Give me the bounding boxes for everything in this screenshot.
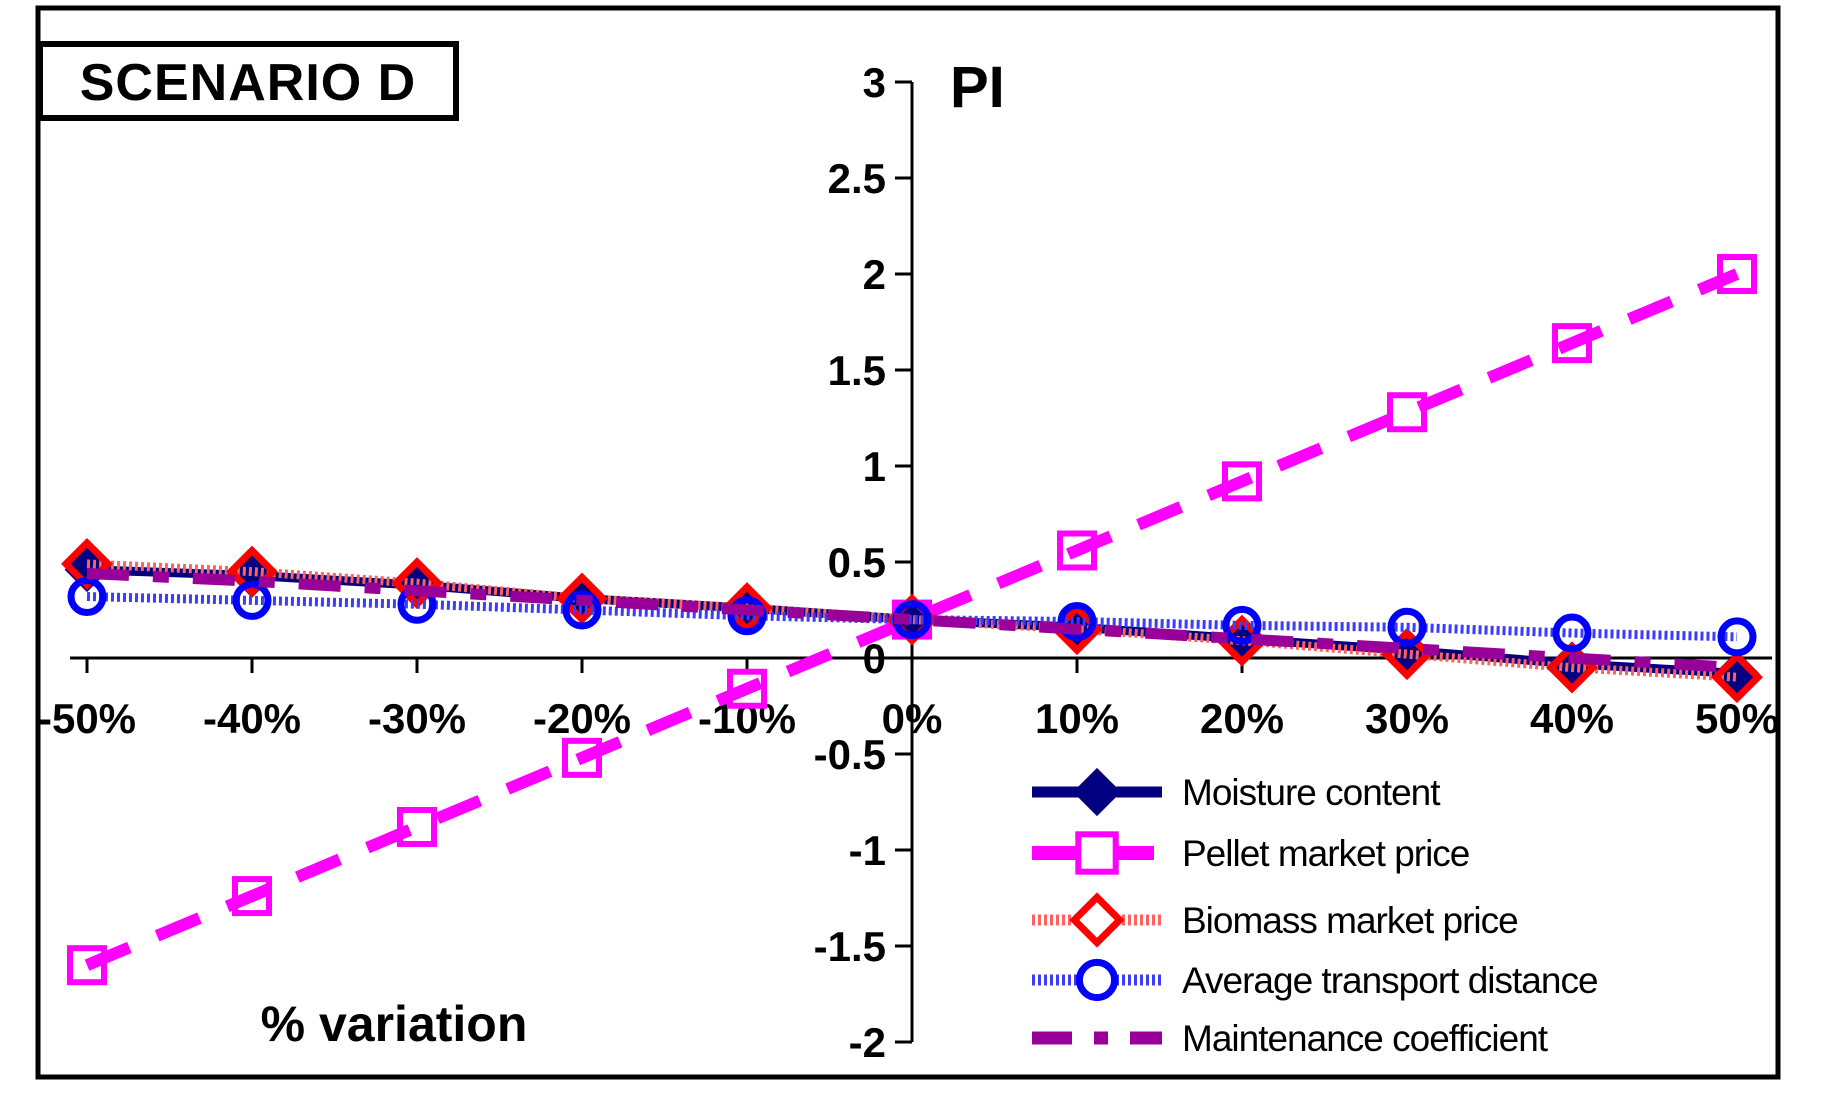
y-axis-title: PI [950, 55, 1005, 120]
marker-open-square [397, 806, 437, 847]
legend-item-label: Moisture content [1182, 772, 1441, 813]
marker-open-square [1552, 323, 1592, 364]
marker-open-square [1387, 392, 1427, 433]
marker-open-circle [232, 580, 272, 620]
legend-item-average-transport-distance: Average transport distance [1032, 958, 1599, 1002]
x-tick-label: -10% [698, 695, 796, 742]
x-tick-label: 30% [1365, 695, 1449, 742]
marker-open-diamond [226, 545, 278, 598]
y-tick-label: -1 [849, 827, 886, 874]
x-tick-label: -20% [533, 695, 631, 742]
series-layer [61, 254, 1763, 986]
legend-marker-backing [1077, 900, 1117, 940]
x-tick-label: 10% [1035, 695, 1119, 742]
marker-open-square [67, 945, 107, 986]
legend-item-label: Biomass market price [1182, 900, 1518, 941]
y-tick-label: 3 [863, 59, 886, 106]
y-tick-label: 1 [863, 443, 886, 490]
marker-open-circle [562, 590, 602, 630]
marker-open-circle [1057, 602, 1097, 642]
legend-item-label: Average transport distance [1182, 960, 1598, 1001]
title-box [37, 41, 459, 121]
x-axis-title: % variation [261, 996, 528, 1052]
marker-open-diamond [1069, 892, 1125, 948]
legend-item-label: Maintenance coefficient [1182, 1018, 1549, 1059]
legend-item-moisture-content: Moisture content [1032, 767, 1442, 817]
marker-open-square [1057, 530, 1097, 571]
marker-open-circle [67, 577, 107, 617]
series-line [86, 592, 1738, 642]
y-tick-label: -2 [849, 1019, 886, 1066]
marker-open-circle [1075, 958, 1119, 1002]
chart-title: SCENARIO D [80, 54, 416, 112]
y-tick-label: -1.5 [814, 923, 886, 970]
y-tick-label: 2 [863, 251, 886, 298]
x-tick-label: -40% [203, 695, 301, 742]
marker-open-square [1075, 831, 1119, 875]
axes-layer: 3 2.5 2 1.5 1 0.5 0 -0.5 -1 -1.5 -2 -50% -40% -30% -20… [38, 59, 1779, 1066]
marker-filled-diamond [1072, 767, 1122, 817]
x-tick-label: -50% [38, 695, 136, 742]
marker-open-square [232, 876, 272, 917]
marker-open-square [1222, 461, 1262, 502]
marker-open-circle [1552, 613, 1592, 653]
marker-open-diamond [1711, 651, 1763, 704]
marker-open-circle [1387, 607, 1427, 647]
y-tick-label: 1.5 [828, 347, 886, 394]
legend-item-label: Pellet market price [1182, 833, 1469, 874]
legend: Moisture content Pellet market price Bioma… [1032, 767, 1599, 1059]
y-tick-label: 2.5 [828, 155, 886, 202]
legend-item-maintenance-coefficient: Maintenance coefficient [1032, 1018, 1550, 1059]
y-tick-label: 0 [863, 635, 886, 682]
x-tick-label: 40% [1530, 695, 1614, 742]
y-tick-label: 0.5 [828, 539, 886, 586]
x-tick-label: -30% [368, 695, 466, 742]
marker-open-diamond [556, 572, 608, 625]
marker-open-square [562, 737, 602, 778]
marker-open-square [1717, 254, 1757, 294]
legend-marker-backing [1077, 833, 1117, 873]
marker-open-circle [1717, 617, 1757, 657]
chart-border [35, 5, 1781, 1080]
marker-open-square [727, 668, 767, 709]
y-tick-label: -0.5 [814, 731, 886, 778]
series-average-transport-distance [67, 577, 1757, 657]
legend-item-biomass-market-price: Biomass market price [1032, 892, 1519, 948]
legend-item-pellet-market-price: Pellet market price [1032, 831, 1470, 875]
marker-open-diamond [61, 537, 113, 590]
x-tick-label: 20% [1200, 695, 1284, 742]
marker-open-circle [1222, 605, 1262, 645]
x-tick-label: 0% [882, 695, 943, 742]
